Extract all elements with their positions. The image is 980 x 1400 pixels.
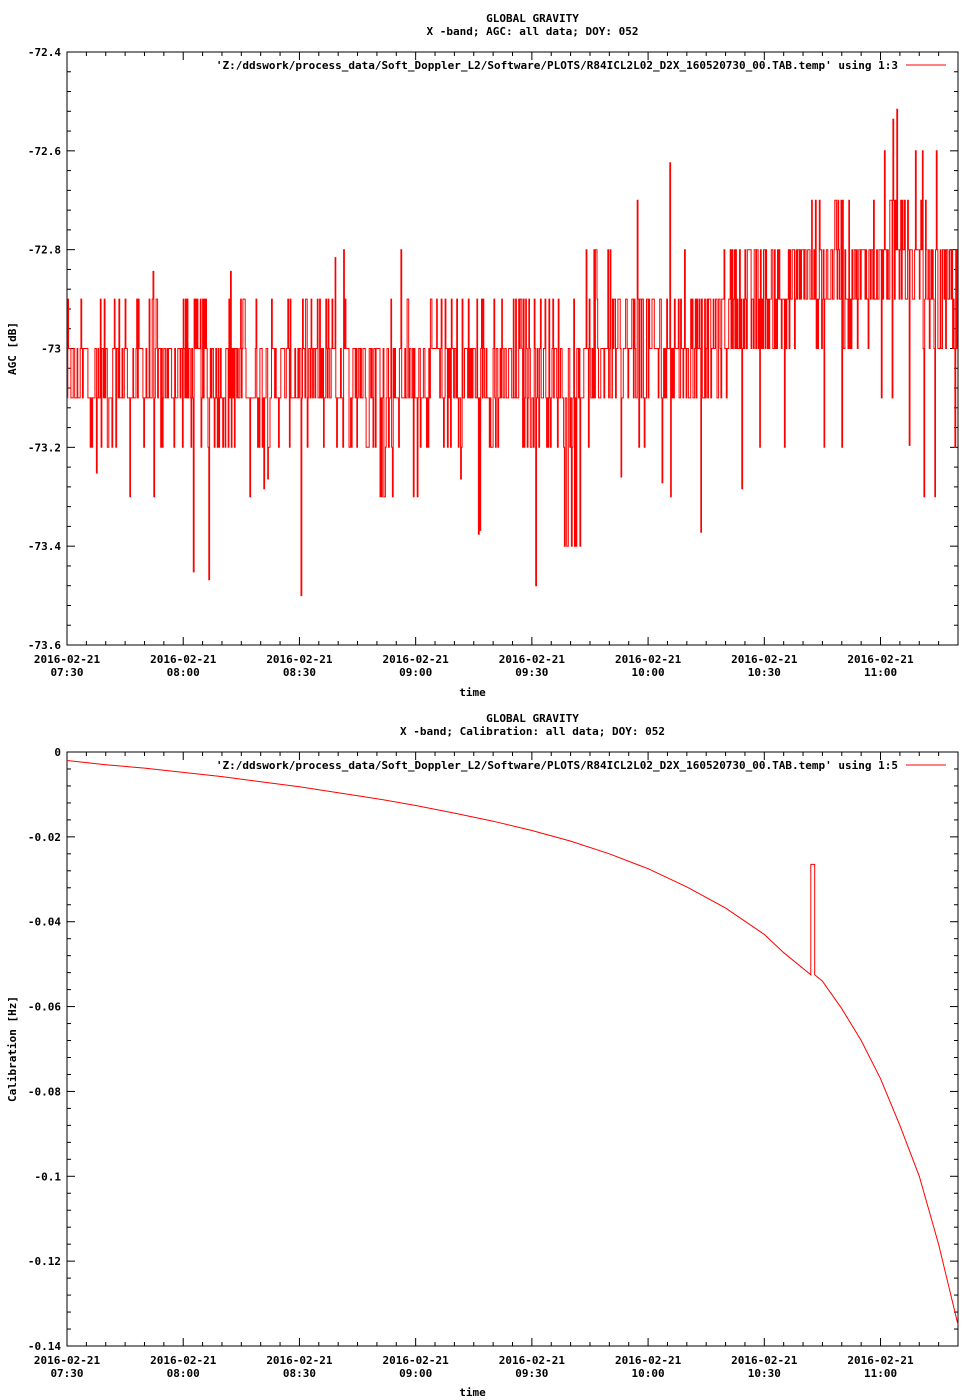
legend-label: 'Z:/ddswork/process_data/Soft_Doppler_L2…	[216, 59, 898, 72]
x-tick-time-label: 09:00	[399, 666, 432, 679]
x-tick-time-label: 08:30	[283, 1367, 316, 1380]
x-tick-time-label: 07:30	[50, 666, 83, 679]
y-axis-label: AGC [dB]	[6, 322, 19, 375]
plot-frame	[66, 751, 959, 1347]
y-tick-label: -0.06	[28, 1001, 61, 1014]
x-tick-date-label: 2016-02-21	[847, 653, 914, 666]
x-tick-time-label: 07:30	[50, 1367, 83, 1380]
series-line	[67, 108, 958, 597]
y-tick-label: -73.6	[28, 639, 61, 652]
y-tick-label: -73	[41, 343, 61, 356]
x-tick-date-label: 2016-02-21	[731, 653, 798, 666]
series-line	[66, 760, 959, 1325]
x-tick-time-label: 10:30	[748, 666, 781, 679]
x-tick-date-label: 2016-02-21	[383, 1354, 450, 1367]
x-tick-time-label: 11:00	[864, 666, 897, 679]
x-tick-time-label: 10:30	[748, 1367, 781, 1380]
legend-label: 'Z:/ddswork/process_data/Soft_Doppler_L2…	[216, 759, 898, 772]
x-tick-time-label: 11:00	[864, 1367, 897, 1380]
x-tick-time-label: 08:00	[167, 666, 200, 679]
x-tick-date-label: 2016-02-21	[847, 1354, 914, 1367]
x-tick-date-label: 2016-02-21	[266, 653, 333, 666]
y-tick-label: -72.8	[28, 244, 61, 257]
x-tick-date-label: 2016-02-21	[615, 1354, 682, 1367]
x-tick-time-label: 09:30	[515, 666, 548, 679]
chart-title: GLOBAL GRAVITY	[486, 712, 579, 725]
y-tick-label: -73.2	[28, 441, 61, 454]
y-tick-label: 0	[54, 746, 61, 759]
chart-title: GLOBAL GRAVITY	[486, 12, 579, 25]
x-axis-label: time	[459, 1386, 486, 1399]
x-tick-time-label: 08:00	[167, 1367, 200, 1380]
series-1: 'Z:/ddswork/process_data/Soft_Doppler_L2…	[67, 59, 958, 597]
x-tick-date-label: 2016-02-21	[150, 653, 217, 666]
y-tick-label: -0.12	[28, 1255, 61, 1268]
y-tick-label: -0.14	[28, 1340, 61, 1353]
x-tick-time-label: 10:00	[632, 666, 665, 679]
y-tick-label: -0.08	[28, 1085, 61, 1098]
y-tick-label: -0.02	[28, 831, 61, 844]
chart-subtitle: X -band; Calibration: all data; DOY: 052	[400, 725, 665, 738]
y-tick-label: -72.4	[28, 46, 61, 59]
chart-subtitle: X -band; AGC: all data; DOY: 052	[427, 25, 639, 38]
series-1: 'Z:/ddswork/process_data/Soft_Doppler_L2…	[66, 759, 959, 1325]
x-tick-date-label: 2016-02-21	[499, 653, 566, 666]
x-tick-date-label: 2016-02-21	[499, 1354, 566, 1367]
x-tick-date-label: 2016-02-21	[615, 653, 682, 666]
x-axis-label: time	[459, 686, 486, 699]
x-tick-date-label: 2016-02-21	[150, 1354, 217, 1367]
x-tick-time-label: 08:30	[283, 666, 316, 679]
y-axis-label: Calibration [Hz]	[6, 996, 19, 1102]
y-tick-label: -0.1	[35, 1170, 62, 1183]
y-tick-label: -0.04	[28, 916, 61, 929]
x-tick-time-label: 09:00	[399, 1367, 432, 1380]
y-tick-label: -72.6	[28, 145, 61, 158]
x-tick-time-label: 09:30	[515, 1367, 548, 1380]
x-tick-time-label: 10:00	[632, 1367, 665, 1380]
x-tick-date-label: 2016-02-21	[34, 653, 101, 666]
x-tick-date-label: 2016-02-21	[731, 1354, 798, 1367]
x-tick-date-label: 2016-02-21	[266, 1354, 333, 1367]
x-tick-date-label: 2016-02-21	[383, 653, 450, 666]
x-tick-date-label: 2016-02-21	[34, 1354, 101, 1367]
y-tick-label: -73.4	[28, 540, 61, 553]
